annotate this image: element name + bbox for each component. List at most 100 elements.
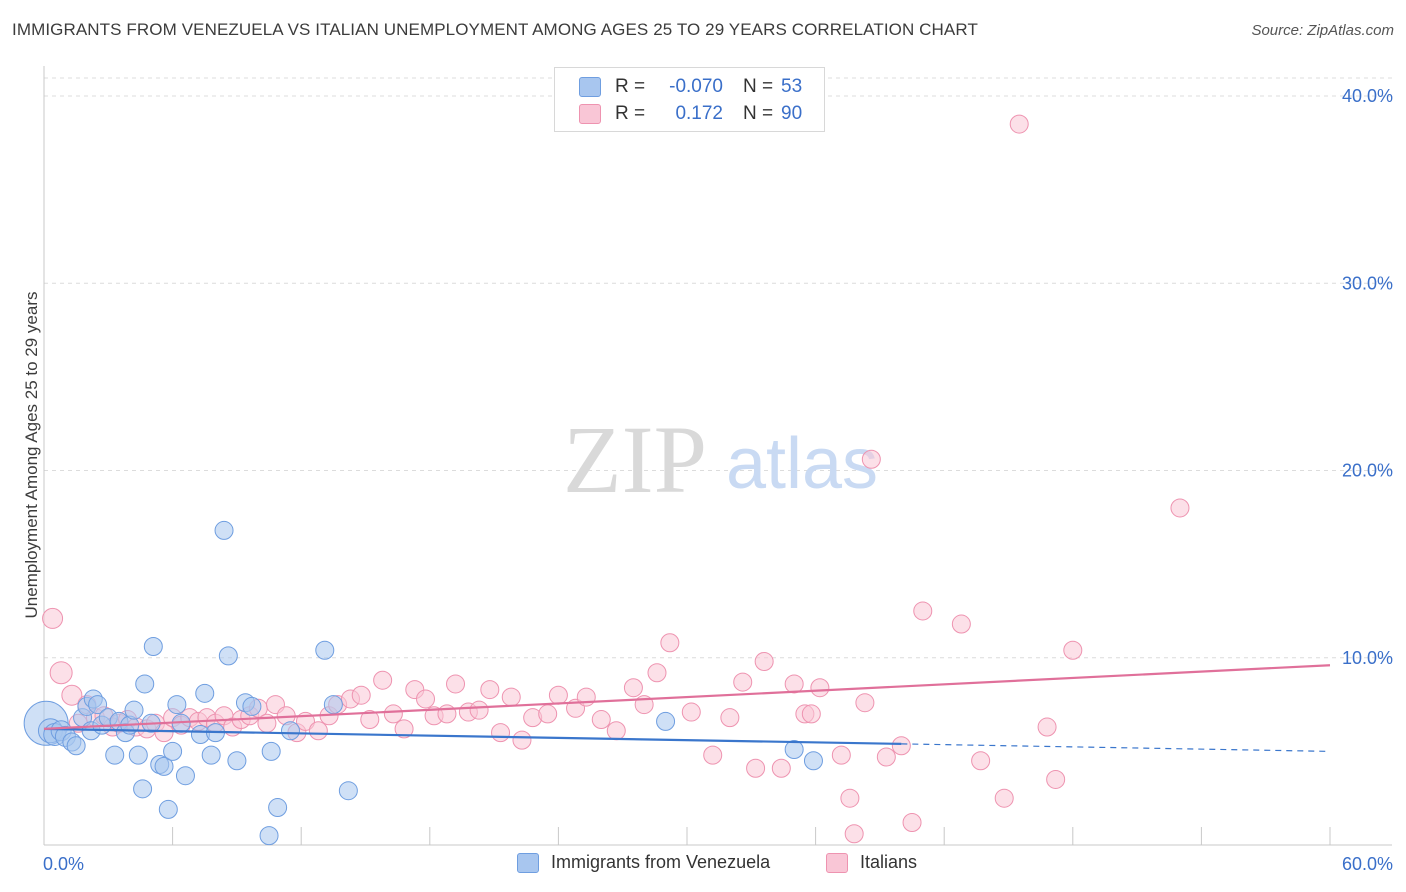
italians-point xyxy=(1046,769,1066,789)
source-label: Source: ZipAtlas.com xyxy=(1251,22,1394,39)
venezuela-point xyxy=(195,683,215,703)
italians-point xyxy=(512,730,532,750)
venezuela-trend-line xyxy=(43,727,902,745)
venezuela-point xyxy=(66,736,86,756)
italians-point xyxy=(703,745,723,765)
legend-row-italians: R = 0.172 N = 90 xyxy=(579,101,802,127)
legend-n-label: N = xyxy=(743,103,774,124)
venezuela-point xyxy=(133,779,153,799)
watermark: ZIP atlas xyxy=(563,406,878,513)
venezuela-point xyxy=(135,674,155,694)
venezuela-point xyxy=(323,695,343,715)
italians-point xyxy=(351,685,371,705)
legend-n-value: 90 xyxy=(781,103,803,124)
italians-point xyxy=(42,607,64,629)
italians-point xyxy=(844,824,864,844)
chart-title: IMMIGRANTS FROM VENEZUELA VS ITALIAN UNE… xyxy=(12,20,978,39)
venezuela-point xyxy=(163,741,183,761)
italians-point xyxy=(394,719,414,739)
axes xyxy=(43,66,1392,846)
italians-point xyxy=(861,449,881,469)
venezuela-point xyxy=(154,756,174,776)
venezuela-point xyxy=(128,745,148,765)
venezuela-point xyxy=(105,745,125,765)
italians-point xyxy=(720,708,740,728)
x-tick-label: 60.0% xyxy=(1342,854,1393,874)
italians-point xyxy=(360,710,380,730)
venezuela-point xyxy=(218,646,238,666)
grid xyxy=(44,77,1392,659)
venezuela-point xyxy=(214,520,234,540)
venezuela-point xyxy=(124,700,144,720)
venezuela-point xyxy=(784,740,804,760)
italians-point xyxy=(548,685,568,705)
venezuela-point xyxy=(259,826,279,846)
italians-point xyxy=(446,674,466,694)
italians-point xyxy=(416,689,436,709)
italians-point xyxy=(831,745,851,765)
legend-swatch-venezuela xyxy=(579,77,601,97)
legend-item-venezuela[interactable]: Immigrants from Venezuela xyxy=(517,852,770,873)
legend-row-venezuela: R = -0.070 N = 53 xyxy=(579,74,802,100)
italians-point xyxy=(891,736,911,756)
italians-point xyxy=(491,723,511,743)
italians-trend-line xyxy=(43,664,1331,731)
venezuela-point xyxy=(158,799,178,819)
venezuela-point xyxy=(227,751,247,771)
venezuela-point xyxy=(268,798,288,818)
italians-point xyxy=(647,663,667,683)
italians-point xyxy=(771,758,791,778)
italians-point xyxy=(951,614,971,634)
italians-point xyxy=(606,721,626,741)
italians-point xyxy=(733,672,753,692)
legend-r-label: R = xyxy=(615,103,646,124)
legend-label-venezuela: Immigrants from Venezuela xyxy=(551,852,771,872)
italians-point xyxy=(383,704,403,724)
legend-item-italians[interactable]: Italians xyxy=(826,852,917,873)
y-tick-label: 20.0% xyxy=(1342,461,1393,481)
legend-r-value: -0.070 xyxy=(669,76,723,97)
italians-point xyxy=(308,721,328,741)
venezuela-point xyxy=(175,766,195,786)
italians-point xyxy=(1009,114,1029,134)
italians-point xyxy=(373,670,393,690)
italians-point xyxy=(746,758,766,778)
italians-point xyxy=(913,601,933,621)
legend-swatch-italians xyxy=(579,104,601,124)
watermark-atlas: atlas xyxy=(726,424,878,504)
italians-point xyxy=(469,700,489,720)
legend-r-value: 0.172 xyxy=(675,103,723,124)
italians-point xyxy=(1063,640,1083,660)
italians-point xyxy=(994,788,1014,808)
data-points xyxy=(23,114,1190,846)
watermark-zip: ZIP xyxy=(563,406,707,513)
venezuela-point xyxy=(167,695,187,715)
tick-labels: 10.0% 20.0% 30.0% 40.0% 0.0% 60.0% xyxy=(43,86,1393,874)
venezuela-point xyxy=(201,745,221,765)
italians-point xyxy=(855,693,875,713)
italians-point xyxy=(754,651,774,671)
italians-point xyxy=(784,674,804,694)
correlation-legend: R = -0.070 N = 53 R = 0.172 N = 90 xyxy=(554,67,825,132)
italians-point xyxy=(902,813,922,833)
trend-lines xyxy=(43,664,1331,752)
legend-n-value: 53 xyxy=(781,76,803,97)
italians-point xyxy=(1170,498,1190,518)
italians-point xyxy=(801,704,821,724)
venezuela-point xyxy=(338,781,358,801)
italians-point xyxy=(1037,717,1057,737)
italians-point xyxy=(971,751,991,771)
italians-point xyxy=(501,687,521,707)
legend-swatch-venezuela xyxy=(517,852,539,873)
y-tick-label: 10.0% xyxy=(1342,648,1393,668)
italians-point xyxy=(681,702,701,722)
legend-label-italians: Italians xyxy=(860,852,918,872)
italians-point xyxy=(480,680,500,700)
venezuela-point xyxy=(803,751,823,771)
x-tick-label: 0.0% xyxy=(43,854,84,874)
venezuela-point xyxy=(143,637,163,657)
italians-point xyxy=(623,678,643,698)
legend-swatch-italians xyxy=(826,852,848,873)
legend-r-label: R = xyxy=(615,76,646,97)
